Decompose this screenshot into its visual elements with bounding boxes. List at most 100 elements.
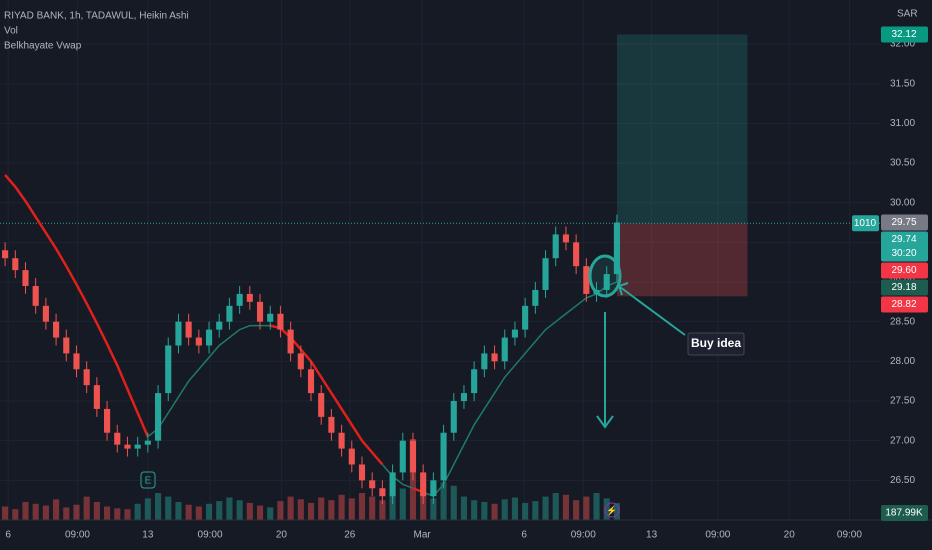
volume-bar	[246, 502, 253, 520]
volume-bar	[491, 503, 498, 520]
volume-bar	[83, 496, 90, 520]
annotation-box	[687, 332, 745, 356]
candle-body	[134, 444, 141, 449]
earnings-icon	[140, 471, 156, 489]
candle-body	[175, 321, 182, 346]
candle-body	[573, 242, 580, 267]
candle-body	[552, 234, 559, 259]
volume-bar	[307, 502, 315, 520]
candle-body	[369, 480, 376, 489]
candle-body	[379, 488, 386, 497]
candle-body	[328, 416, 335, 433]
candle-body	[501, 337, 508, 362]
earnings-letter: E	[145, 476, 152, 487]
candle-body	[42, 305, 49, 322]
candle-body	[440, 432, 447, 481]
volume-bar	[328, 500, 335, 520]
dividend-symbol: ⚡	[606, 504, 617, 516]
price-marker	[881, 26, 928, 43]
price-marker-label: 28.82	[891, 299, 916, 310]
y-tick-label: 27.50	[890, 396, 915, 407]
volume-bar	[348, 498, 355, 520]
arrow-head	[617, 282, 629, 296]
annotation-text: Buy idea	[691, 336, 741, 350]
volume-bar	[42, 505, 49, 520]
x-tick-label: 20	[784, 530, 796, 541]
countdown-label: 30:20	[891, 248, 916, 259]
x-tick-label: 09:00	[65, 530, 90, 541]
x-tick-label: 09:00	[198, 530, 223, 541]
target-zone	[616, 34, 748, 224]
volume-bar	[154, 493, 162, 520]
candle-body	[154, 393, 162, 441]
candle-body	[93, 385, 100, 409]
volume-bar	[573, 500, 580, 520]
volume-bar	[379, 500, 386, 520]
x-tick-label: 09:00	[571, 530, 596, 541]
candle-body	[318, 393, 325, 417]
candle-body	[420, 472, 427, 497]
candle-body	[246, 293, 253, 302]
y-tick-label: 28.00	[890, 356, 915, 367]
y-tick-label: 30.00	[890, 197, 915, 208]
candle-body	[267, 313, 274, 322]
volume-bar	[73, 504, 80, 520]
price-marker-label: 32.12	[891, 29, 916, 40]
volume-bar	[124, 509, 131, 520]
price-marker	[881, 279, 928, 296]
arrow-head	[596, 415, 614, 429]
x-tick-label: 6	[521, 530, 527, 541]
price-marker-label: 29.75	[891, 217, 916, 228]
candle-body	[195, 337, 202, 346]
volume-bar	[603, 498, 610, 520]
volume-bar	[481, 502, 488, 520]
volume-bar	[460, 496, 468, 520]
volume-bar	[32, 503, 39, 520]
volume-bar	[12, 509, 19, 520]
volume-bar	[185, 504, 192, 520]
candle-body	[32, 285, 39, 306]
candle-body	[409, 440, 417, 473]
x-tick-label: 20	[276, 530, 288, 541]
y-tick-label: 27.00	[890, 435, 915, 446]
volume-bar	[216, 501, 223, 520]
candle-body	[12, 258, 19, 271]
vwap-line	[381, 463, 414, 489]
volume-bar	[583, 496, 590, 520]
candle-body	[165, 345, 172, 394]
volume-bar	[277, 501, 284, 520]
candle-body	[562, 234, 569, 243]
volume-bar	[389, 494, 396, 520]
candle-body	[389, 472, 396, 497]
volume-bar	[165, 496, 172, 520]
volume-bar	[144, 498, 151, 520]
candle-body	[603, 274, 610, 290]
candle-body	[287, 329, 294, 354]
volume-marker	[881, 505, 928, 521]
candle-body	[53, 321, 60, 338]
candle-body	[532, 289, 539, 306]
candle-body	[104, 408, 111, 433]
x-tick-label: Mar	[414, 530, 432, 541]
candle-body	[22, 270, 29, 286]
candle-body	[114, 432, 121, 445]
volume-bar	[195, 506, 202, 520]
vwap-line	[4, 174, 150, 438]
candle-body	[256, 301, 264, 322]
x-tick-label: 09:00	[705, 530, 730, 541]
indicator-label: Vol	[4, 26, 18, 37]
indicator-label: Belkhayate Vwap	[4, 41, 82, 52]
candle-body	[481, 353, 488, 370]
volume-bar	[93, 502, 100, 520]
volume-bar	[522, 502, 529, 520]
price-marker-label: 29.60	[891, 265, 916, 276]
candle-body	[2, 250, 9, 259]
volume-bar	[63, 507, 70, 520]
candle-body	[511, 329, 519, 338]
candle-body	[450, 401, 457, 433]
y-tick-label: 30.50	[890, 158, 915, 169]
candle-body	[491, 353, 498, 362]
currency-label: SAR	[897, 9, 918, 20]
